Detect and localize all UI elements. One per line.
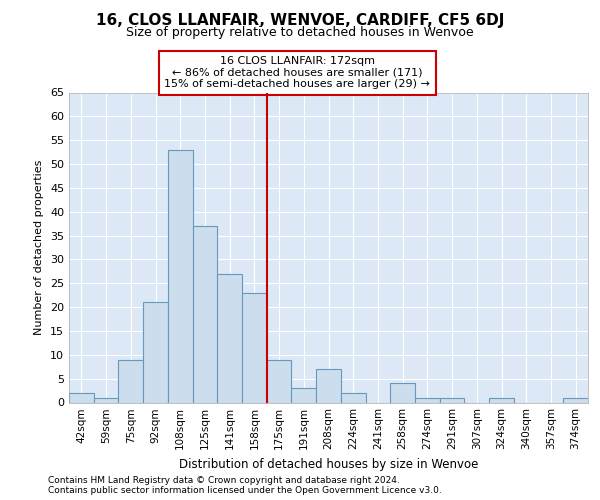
Bar bbox=[316, 369, 341, 402]
Bar bbox=[94, 398, 118, 402]
X-axis label: Distribution of detached houses by size in Wenvoe: Distribution of detached houses by size … bbox=[179, 458, 478, 471]
Text: 16, CLOS LLANFAIR, WENVOE, CARDIFF, CF5 6DJ: 16, CLOS LLANFAIR, WENVOE, CARDIFF, CF5 … bbox=[96, 12, 504, 28]
Bar bbox=[118, 360, 143, 403]
Text: 16 CLOS LLANFAIR: 172sqm
← 86% of detached houses are smaller (171)
15% of semi-: 16 CLOS LLANFAIR: 172sqm ← 86% of detach… bbox=[164, 56, 430, 90]
Text: Contains HM Land Registry data © Crown copyright and database right 2024.: Contains HM Land Registry data © Crown c… bbox=[48, 476, 400, 485]
Bar bbox=[242, 293, 267, 403]
Bar bbox=[440, 398, 464, 402]
Y-axis label: Number of detached properties: Number of detached properties bbox=[34, 160, 44, 335]
Bar bbox=[415, 398, 440, 402]
Bar bbox=[341, 393, 365, 402]
Bar bbox=[563, 398, 588, 402]
Bar bbox=[143, 302, 168, 402]
Bar bbox=[217, 274, 242, 402]
Bar bbox=[168, 150, 193, 402]
Text: Size of property relative to detached houses in Wenvoe: Size of property relative to detached ho… bbox=[126, 26, 474, 39]
Bar bbox=[193, 226, 217, 402]
Bar bbox=[69, 393, 94, 402]
Bar bbox=[267, 360, 292, 403]
Text: Contains public sector information licensed under the Open Government Licence v3: Contains public sector information licen… bbox=[48, 486, 442, 495]
Bar bbox=[489, 398, 514, 402]
Bar bbox=[292, 388, 316, 402]
Bar bbox=[390, 384, 415, 402]
